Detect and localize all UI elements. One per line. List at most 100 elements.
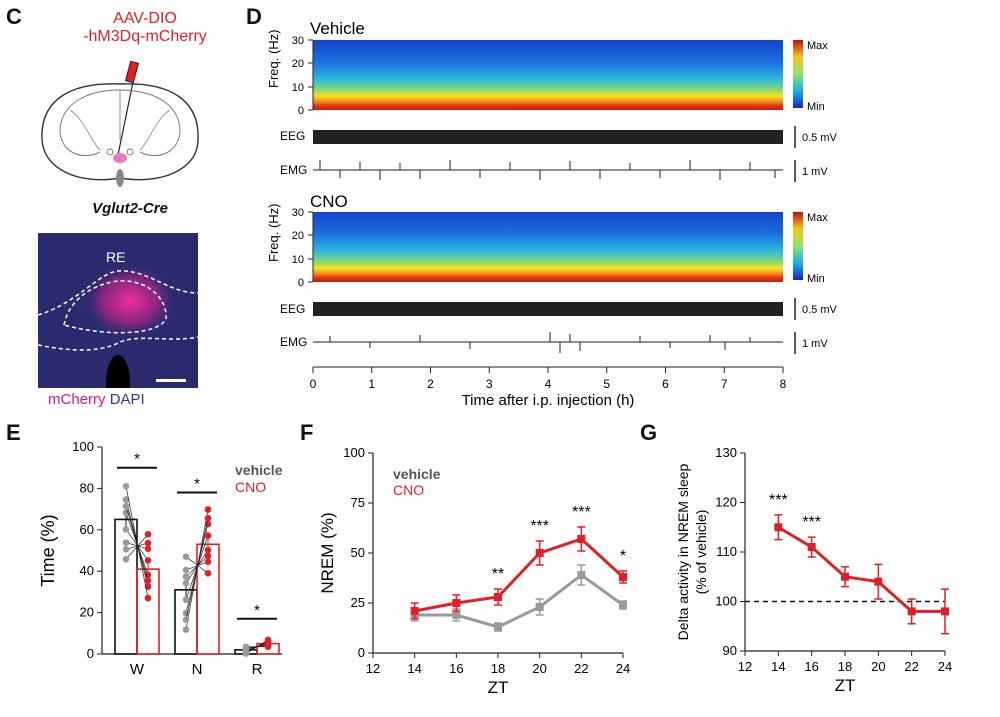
panel-d-figure: Vehicle Freq. (Hz) 30 20 10 0 Max Min EE…	[266, 19, 838, 409]
vehicle-spectrogram	[313, 40, 783, 110]
freq-tick-c-20: 20	[292, 230, 304, 242]
g-y-tick-label: 100	[715, 594, 737, 609]
cno-spectrogram	[313, 212, 783, 282]
f-y-tick-label: 75	[351, 495, 365, 510]
e-x-label-R: R	[252, 661, 263, 678]
e-y-tick-label: 0	[87, 646, 94, 661]
colorbar-max-cno: Max	[807, 212, 828, 224]
stain-legend: mCherry DAPI	[48, 391, 145, 408]
e-dot-cno	[204, 514, 212, 522]
f-y-tick-label: 25	[351, 595, 365, 610]
e-dot-vehicle	[182, 566, 190, 574]
time-axis-label: Time after i.p. injection (h)	[462, 392, 635, 409]
g-point-CNO	[874, 577, 883, 586]
eeg-trace-cno	[313, 302, 783, 316]
e-dot-vehicle	[122, 483, 130, 490]
e-y-axis-label: Time (%)	[38, 514, 58, 586]
panel-label-d: D	[246, 4, 262, 29]
e-sig-star: *	[254, 602, 260, 619]
e-dot-cno	[144, 545, 152, 553]
re-region-marker	[113, 153, 127, 163]
g-x-tick-label: 12	[738, 659, 752, 674]
f-y-axis-label: NREM (%)	[318, 512, 337, 593]
e-dot-vehicle	[182, 609, 190, 617]
f-line-vehicle	[414, 573, 624, 629]
g-y-axis-label-line2: (% of vehicle)	[693, 510, 709, 595]
panel-label-e: E	[6, 420, 21, 445]
syringe-icon	[117, 60, 140, 156]
e-dot-vehicle	[182, 553, 190, 561]
e-pair-line	[245, 644, 269, 649]
e-x-label-N: N	[192, 661, 203, 678]
e-pair-line	[125, 542, 149, 550]
e-sig-star: *	[134, 451, 140, 468]
f-y-tick-label: 50	[351, 545, 365, 560]
freq-tick-c-0: 0	[298, 277, 304, 289]
e-pair-line	[125, 486, 149, 599]
f-legend-cno: CNO	[393, 482, 424, 498]
freq-axis-label-vehicle: Freq. (Hz)	[266, 30, 281, 89]
region-label-re: RE	[106, 249, 126, 265]
e-dot-cno	[204, 520, 212, 528]
freq-axis-label-cno: Freq. (Hz)	[266, 204, 281, 263]
time-tick-label: 8	[780, 377, 787, 391]
time-tick-label: 7	[721, 377, 728, 391]
g-x-tick-label: 18	[838, 659, 852, 674]
f-point-CNO	[494, 593, 502, 601]
e-dot-vehicle	[182, 616, 190, 623]
e-dot-vehicle	[122, 545, 130, 553]
g-y-axis-label-line1: Delta activity in NREM sleep	[675, 463, 691, 640]
g-point-CNO	[774, 523, 783, 532]
g-line-CNO	[777, 525, 945, 613]
eeg-label-vehicle: EEG	[280, 129, 305, 143]
e-dot-cno	[204, 546, 212, 554]
e-dot-cno	[204, 532, 212, 539]
e-pair-line	[185, 555, 209, 577]
g-x-tick-label: 16	[804, 659, 818, 674]
time-tick-label: 1	[368, 377, 375, 391]
panel-label-c: C	[6, 4, 22, 29]
f-x-tick-label: 14	[407, 661, 421, 676]
e-dot-vehicle	[122, 539, 130, 546]
f-legend-vehicle: vehicle	[393, 466, 441, 482]
eeg-scale-cno: 0.5 mV	[802, 304, 838, 316]
time-tick-label: 5	[603, 377, 610, 391]
stain-dapi: DAPI	[109, 391, 145, 408]
mouse-line-label: Vglut2-Cre	[92, 200, 168, 217]
emg-trace-vehicle	[313, 160, 783, 180]
e-dot-cno	[144, 594, 152, 602]
g-x-tick-label: 14	[771, 659, 785, 674]
f-x-tick-label: 12	[366, 661, 380, 676]
e-y-tick-label: 40	[80, 563, 94, 578]
f-point-CNO	[619, 573, 627, 581]
g-x-tick-label: 20	[871, 659, 885, 674]
g-sig-16: ***	[802, 514, 821, 531]
eeg-label-cno: EEG	[280, 302, 305, 316]
g-y-tick-label: 90	[723, 643, 737, 658]
colorbar-vehicle	[793, 40, 803, 108]
time-ticks: 0 1 2 3 4 5 6 7 8	[310, 367, 787, 391]
eeg-scale-vehicle: 0.5 mV	[802, 132, 838, 144]
f-point-vehicle	[577, 571, 586, 579]
freq-tick-v-20: 20	[292, 58, 304, 70]
time-tick-label: 4	[545, 377, 552, 391]
colorbar-min-vehicle: Min	[807, 101, 825, 113]
g-y-tick-label: 130	[715, 445, 737, 460]
e-dot-vehicle	[242, 645, 250, 652]
e-y-tick-label: 80	[80, 480, 94, 495]
e-legend-cno: CNO	[235, 479, 266, 495]
time-tick-label: 6	[662, 377, 669, 391]
freq-tick-v-10: 10	[292, 82, 304, 94]
f-y-tick-label: 0	[358, 645, 365, 660]
panel-label-f: F	[300, 420, 314, 445]
g-x-axis-label: ZT	[835, 676, 856, 695]
f-point-CNO	[452, 599, 461, 607]
emg-label-vehicle: EMG	[280, 163, 307, 177]
e-dot-vehicle	[182, 579, 190, 587]
emg-scale-vehicle: 1 mV	[802, 166, 828, 178]
e-x-label-W: W	[130, 661, 145, 678]
emg-scale-cno: 1 mV	[802, 338, 828, 350]
e-dot-cno	[264, 641, 272, 649]
f-point-CNO	[577, 535, 586, 543]
